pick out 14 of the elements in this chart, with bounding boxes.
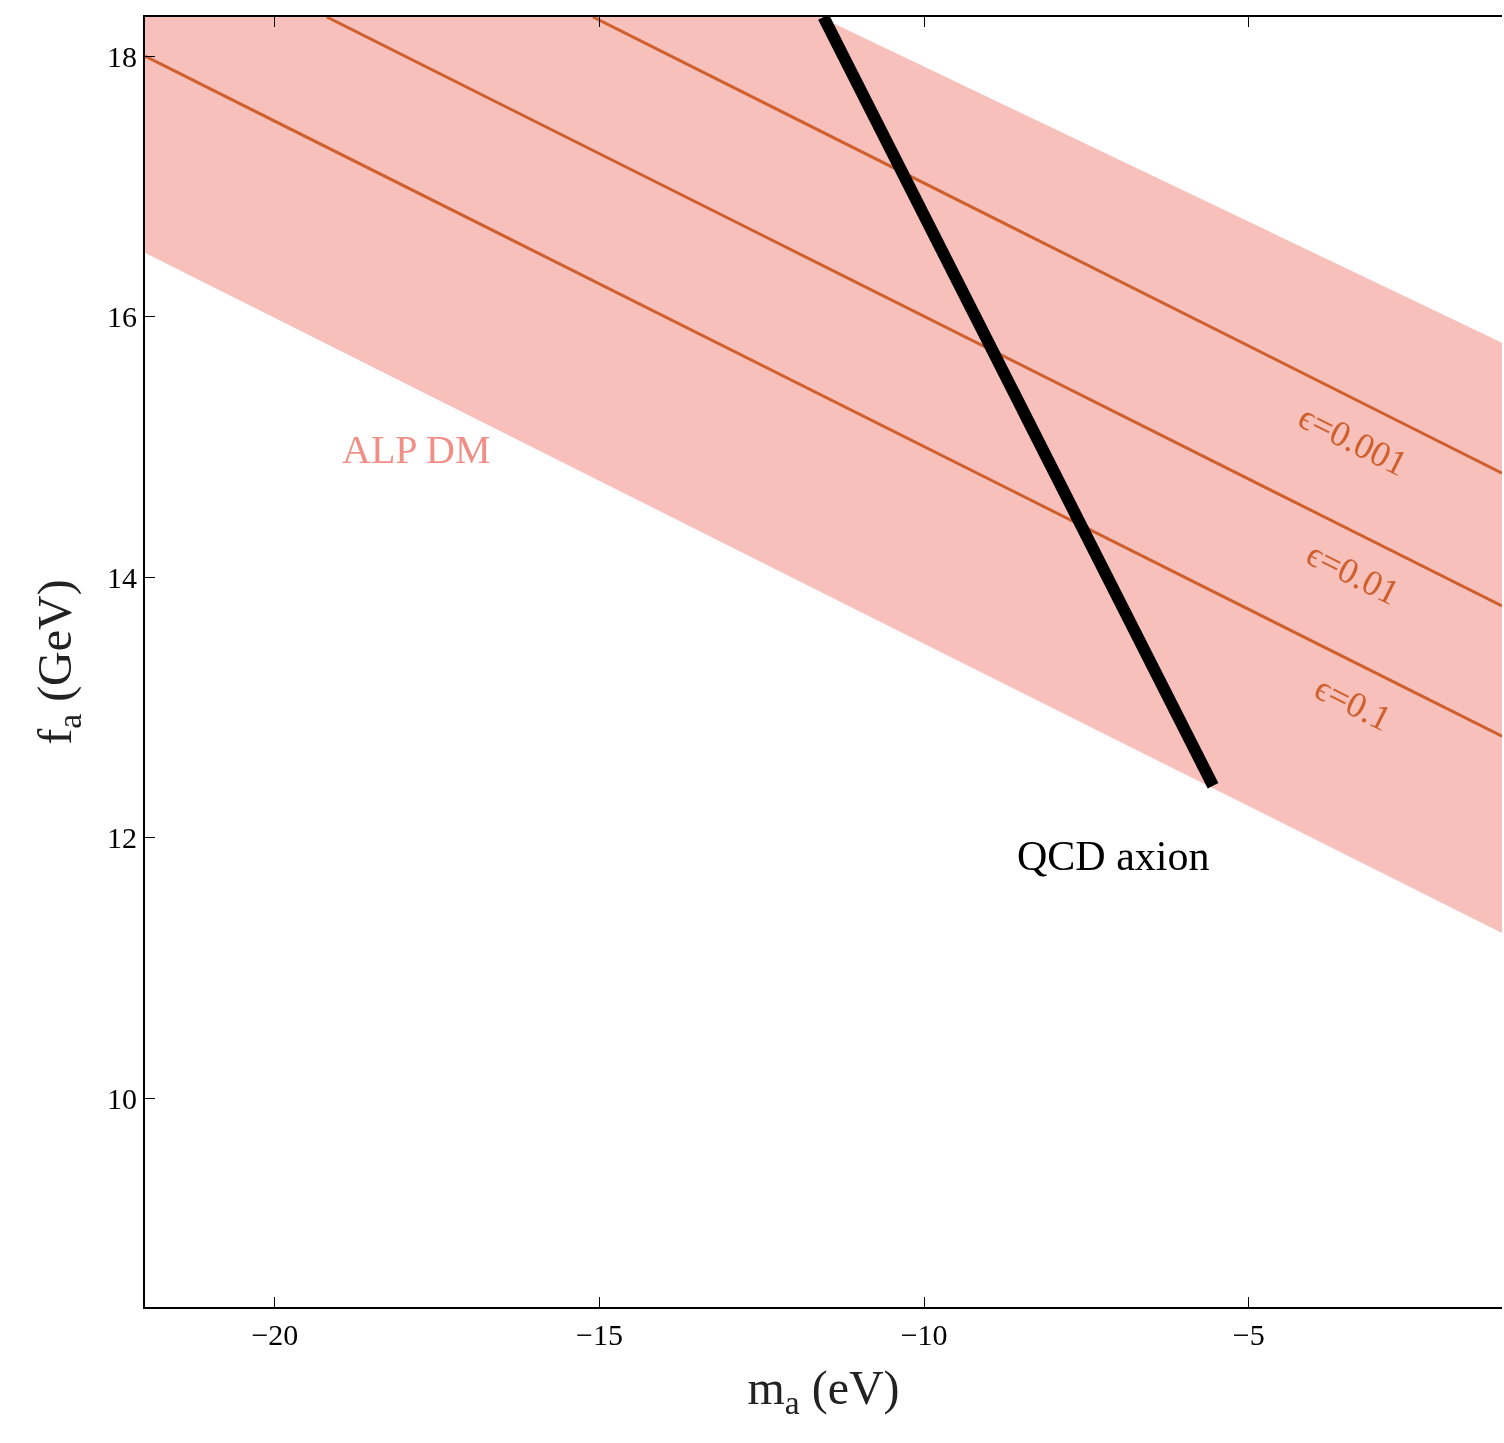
y-tick-label: 18 [107,39,137,73]
text: ϵ=0.01 [1300,533,1406,613]
series-label: QCD axion [1017,833,1210,879]
x-tick-label: −15 [576,1318,623,1351]
x-tick-label: −20 [251,1318,299,1351]
y-tick-label: 12 [107,821,137,855]
text: ϵ=0.1 [1308,667,1398,739]
x-tick-label: −5 [1232,1318,1265,1351]
y-tick-label: 10 [107,1082,137,1116]
x-axis-title: m$_{a}$ (eV) [747,1360,900,1421]
x-tick-label: −10 [900,1318,948,1351]
y-tick-label: 16 [107,300,137,334]
y-tick-label: 14 [107,560,137,594]
legend-label: ALP DM [342,427,491,472]
